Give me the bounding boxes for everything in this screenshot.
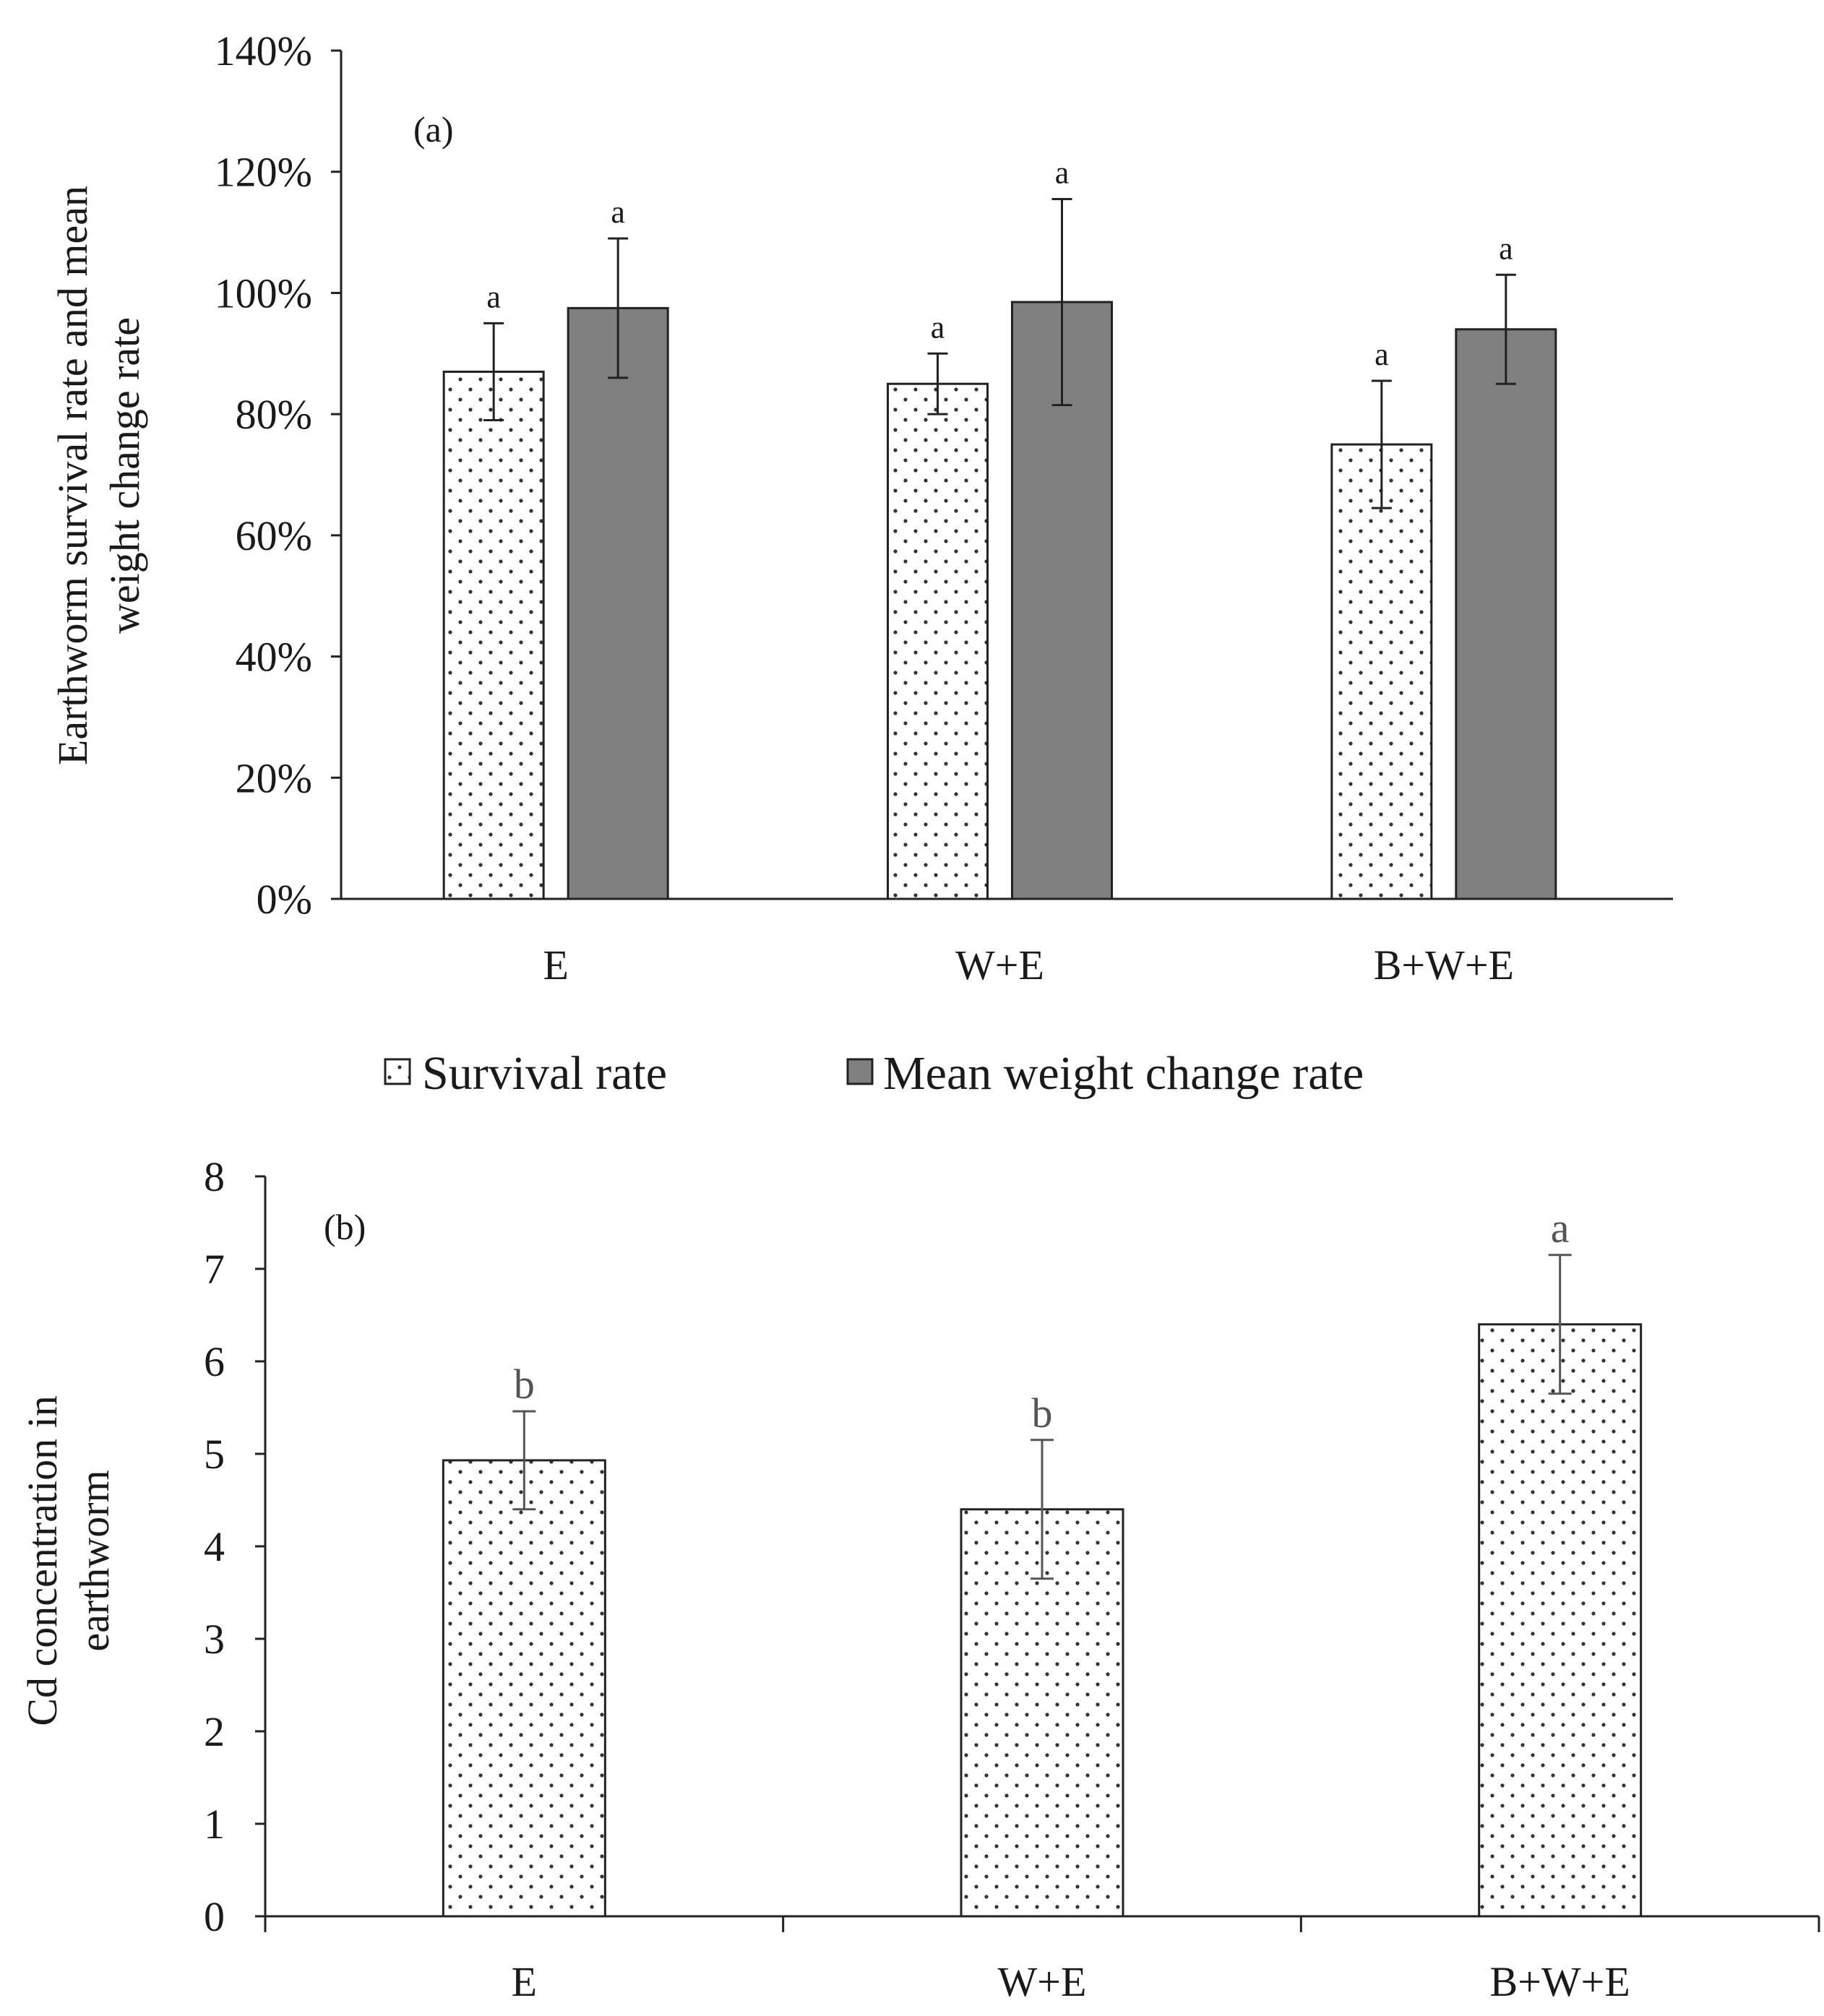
legend-swatch-weight <box>846 1058 874 1085</box>
significance-letter: a <box>1055 155 1070 190</box>
category-label: B+W+E <box>1374 942 1514 988</box>
bar-cd-B+W+E <box>1478 1323 1643 1918</box>
bar-weight-E <box>567 306 669 900</box>
significance-letter: b <box>514 1361 535 1408</box>
y-ticks: 0% 20% 40% 60% 80% 100% 120% 140% <box>215 27 341 923</box>
significance-letter: a <box>1375 337 1389 372</box>
y-tick-label: 120% <box>215 149 312 196</box>
y-axis-label: Earthworm survival rate and mean weight … <box>49 186 148 765</box>
category-labels: E W+E B+W+E <box>543 942 1514 988</box>
y-tick-label: 1 <box>204 1801 225 1848</box>
y-axis-label-line-1: Earthworm survival rate and mean <box>49 186 96 765</box>
y-tick-label: 100% <box>215 270 312 316</box>
bars: a a a a a a <box>442 155 1557 900</box>
y-ticks: 0 1 2 3 4 5 6 7 8 <box>204 1153 265 1940</box>
bar-survival-E <box>442 370 545 900</box>
category-label: W+E <box>998 1958 1087 2005</box>
y-tick-label: 2 <box>204 1708 225 1755</box>
y-tick-label: 5 <box>204 1431 225 1478</box>
y-tick-label: 0% <box>257 876 312 923</box>
category-label: E <box>543 942 568 988</box>
significance-letter: a <box>931 309 945 345</box>
y-tick-label: 0 <box>204 1893 225 1940</box>
y-axis-label-line-1: Cd concentration in <box>19 1395 66 1726</box>
bar-cd-E <box>442 1459 606 1918</box>
significance-letter: a <box>486 279 501 314</box>
bar-survival-B+W+E <box>1330 443 1433 900</box>
y-axis-label: Cd concentration in earthworm <box>19 1395 118 1726</box>
legend-swatch-survival <box>384 1058 411 1085</box>
panel-label: (b) <box>324 1207 366 1247</box>
chart-b: Cd concentration in earthworm (b) 0 1 2 3 4 5… <box>19 1153 1820 2005</box>
bar-weight-B+W+E <box>1455 328 1557 900</box>
y-tick-label: 40% <box>236 634 312 681</box>
panel-label: (a) <box>413 109 454 150</box>
significance-letter: b <box>1032 1390 1053 1436</box>
axes <box>340 51 1673 900</box>
significance-letter: a <box>1551 1205 1570 1252</box>
legend-label-survival: Survival rate <box>422 1047 667 1100</box>
bar-survival-W+E <box>887 382 989 900</box>
y-axis-label-line-2: earthworm <box>71 1470 118 1651</box>
y-tick-label: 8 <box>204 1153 225 1200</box>
y-axis-label-line-2: weight change rate <box>101 317 148 634</box>
significance-letter: a <box>611 194 625 230</box>
chart-a: Earthworm survival rate and mean weight … <box>49 27 1673 988</box>
y-tick-label: 20% <box>236 754 312 801</box>
y-tick-label: 140% <box>215 27 312 74</box>
y-tick-label: 80% <box>236 391 312 438</box>
category-label: B+W+E <box>1490 1958 1630 2005</box>
legend-label-weight: Mean weight change rate <box>883 1047 1364 1100</box>
category-label: W+E <box>955 942 1044 988</box>
y-tick-label: 3 <box>204 1616 225 1663</box>
axes <box>264 1176 1820 1932</box>
y-tick-label: 6 <box>204 1338 225 1385</box>
y-tick-label: 4 <box>204 1523 225 1570</box>
legend: Survival rate Mean weight change rate <box>384 1047 1364 1100</box>
category-labels: E W+E B+W+E <box>512 1958 1630 2005</box>
y-tick-label: 7 <box>204 1246 225 1293</box>
y-tick-label: 60% <box>236 512 312 559</box>
significance-letter: a <box>1499 231 1513 266</box>
category-label: E <box>512 1958 537 2005</box>
bars: b b a <box>442 1205 1643 1918</box>
